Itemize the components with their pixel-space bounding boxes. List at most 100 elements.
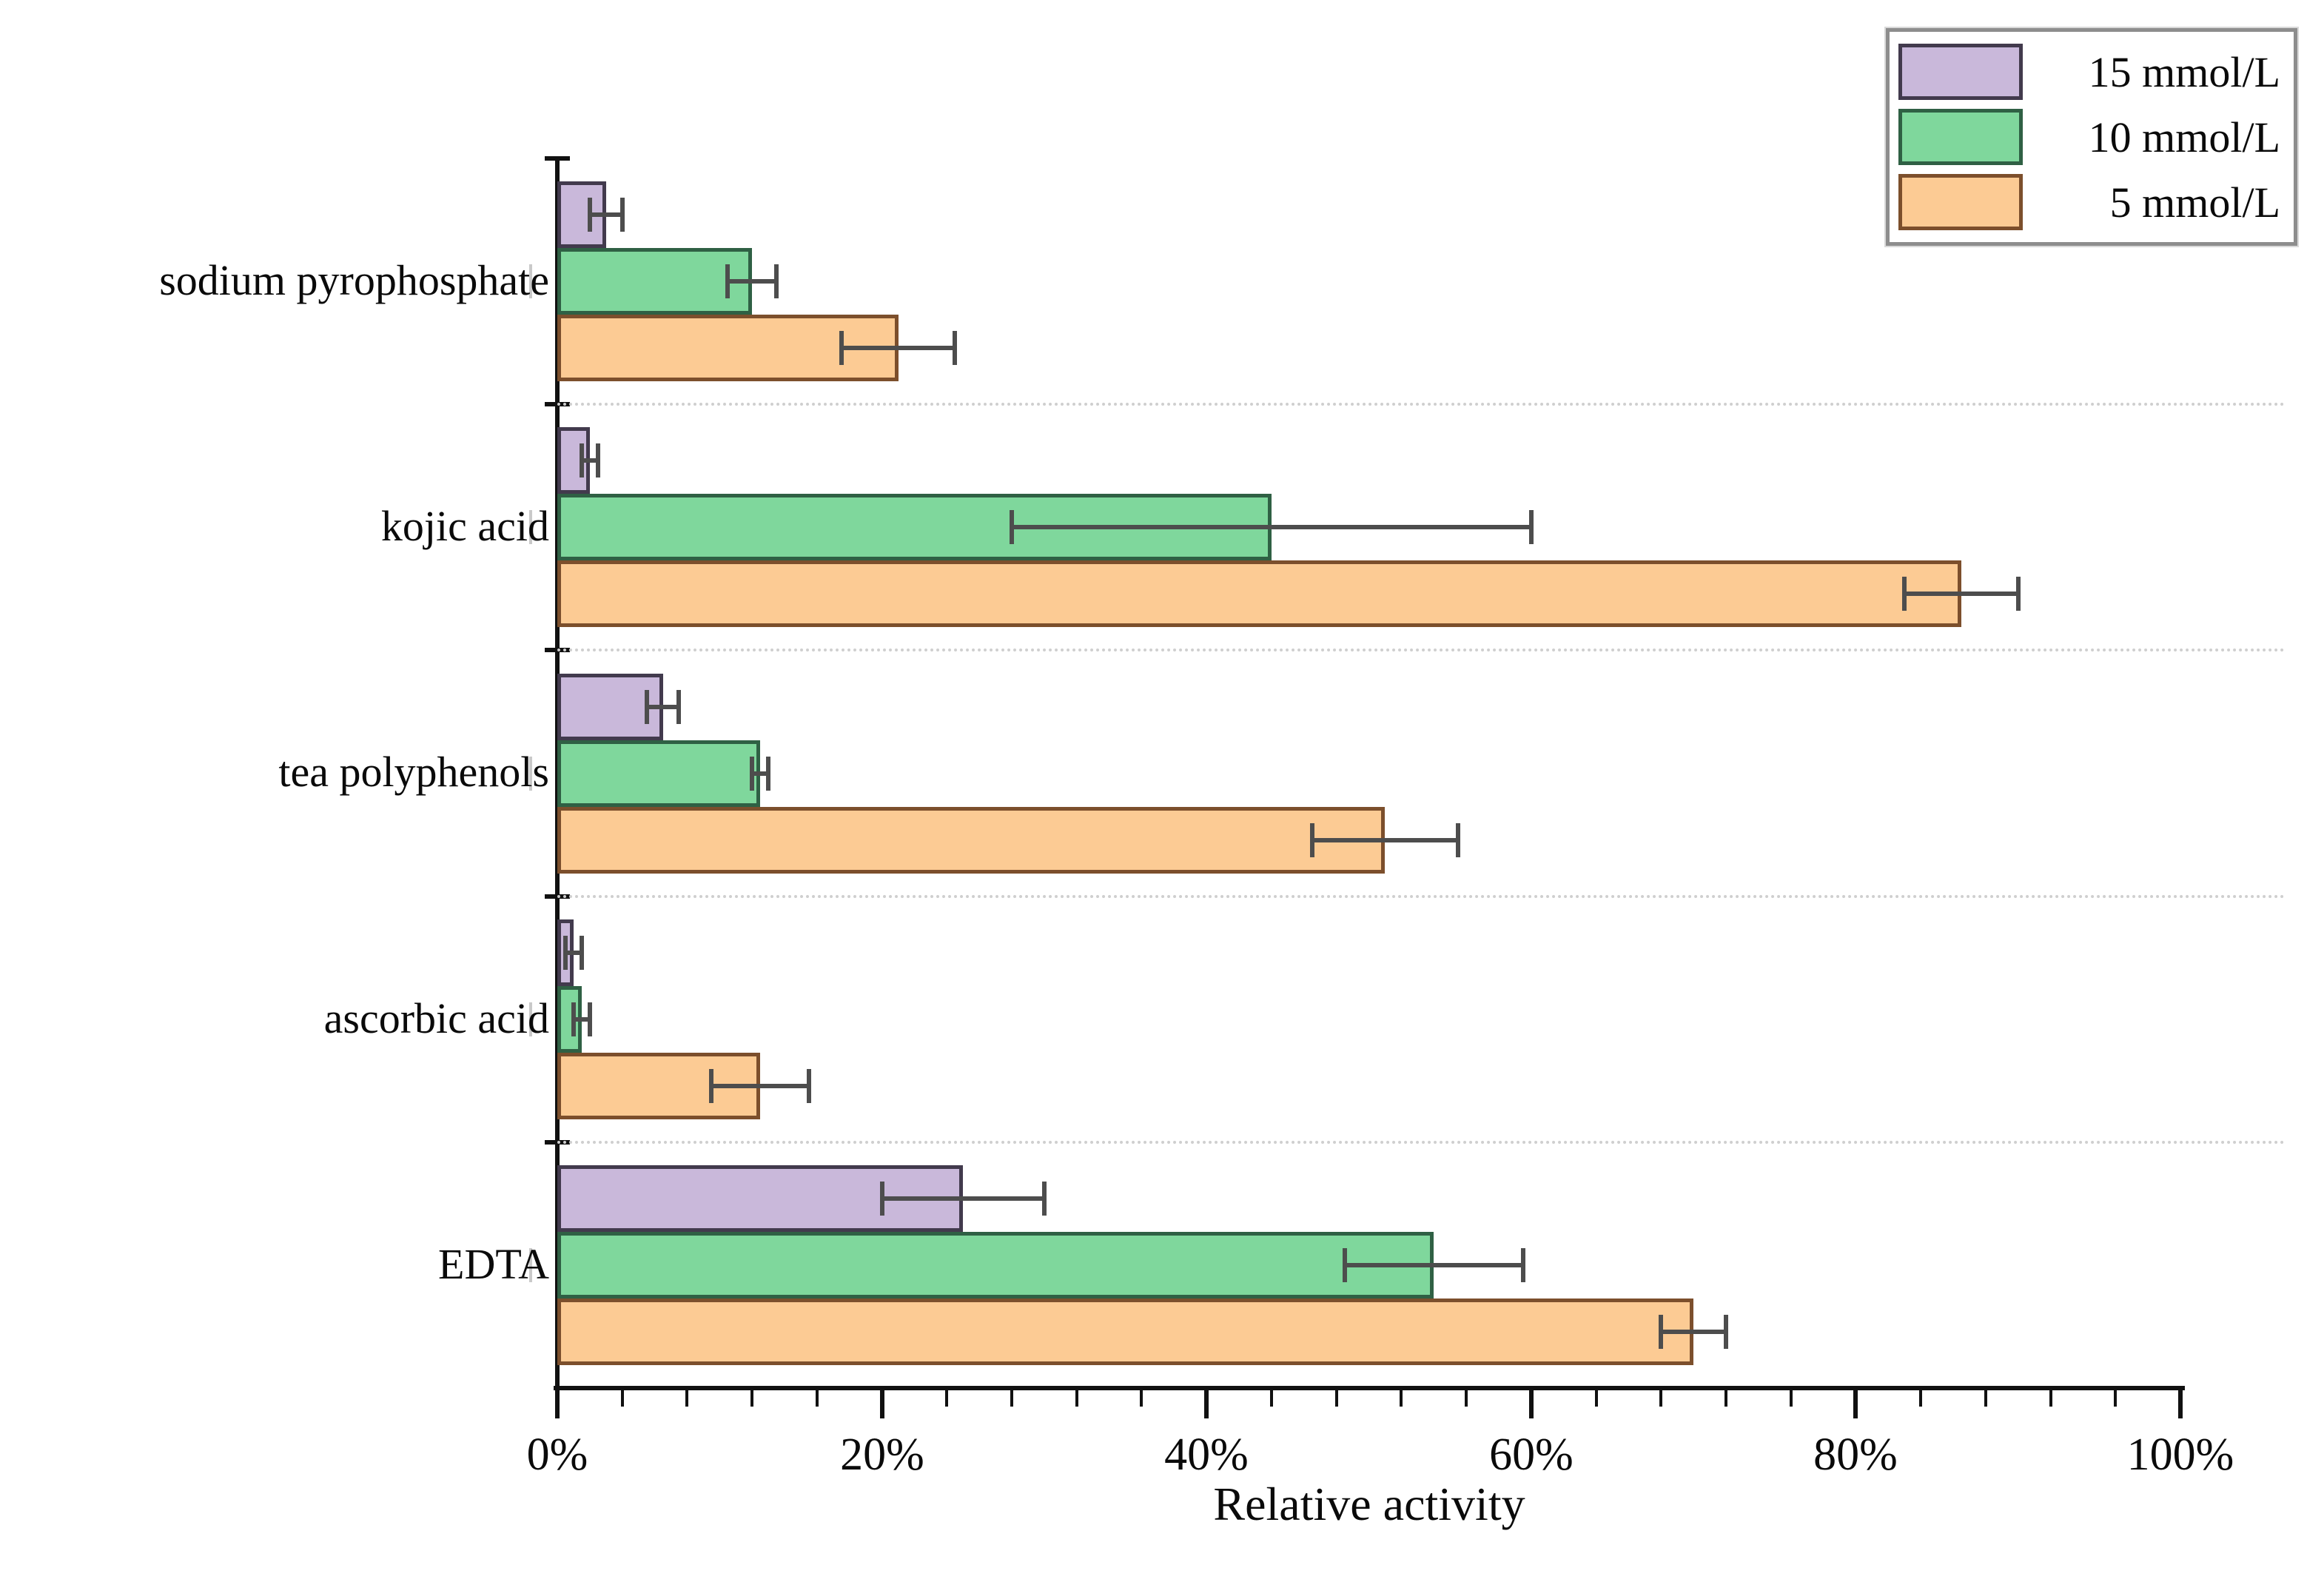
error-cap-right-kojic-acid-5mmol/L <box>2015 577 2021 611</box>
legend: 15 mmol/L 10 mmol/L 5 mmol/L <box>1884 27 2299 247</box>
x-minor-tick-68 <box>1659 1390 1663 1407</box>
legend-swatch-15mmol <box>1898 44 2023 100</box>
error-cap-left-tea-polyphenols-15mmol/L <box>644 689 649 724</box>
error-whisker-ascorbic-acid-10mmol/L <box>573 1016 590 1022</box>
x-tick-label-0: 0% <box>526 1430 588 1480</box>
bar-EDTA-10mmol/L <box>557 1231 1434 1299</box>
category-label-kojic-acid: kojic acid <box>380 502 549 551</box>
category-label-edta: EDTA <box>438 1240 549 1289</box>
x-minor-tick-44 <box>1269 1390 1273 1407</box>
error-cap-left-ascorbic-acid-10mmol/L <box>571 1002 576 1036</box>
legend-item-5mmol: 5 mmol/L <box>1898 170 2285 235</box>
category-center-tick-2 <box>529 756 532 791</box>
group-separator-gridline-3 <box>557 894 2286 898</box>
error-whisker-EDTA-15mmol/L <box>881 1196 1044 1201</box>
x-minor-tick-92 <box>2049 1390 2052 1407</box>
error-cap-left-ascorbic-acid-5mmol/L <box>709 1068 714 1103</box>
x-major-tick-40 <box>1204 1390 1209 1418</box>
legend-swatch-10mmol <box>1898 109 2023 165</box>
category-label-tea-polyphenols: tea polyphenols <box>278 748 549 797</box>
error-whisker-kojic-acid-10mmol/L <box>1012 525 1531 530</box>
x-tick-label-60: 60% <box>1489 1430 1574 1480</box>
x-minor-tick-36 <box>1140 1390 1143 1407</box>
error-whisker-tea-polyphenols-15mmol/L <box>646 704 679 709</box>
error-cap-right-tea-polyphenols-5mmol/L <box>1456 822 1461 857</box>
error-cap-left-sodium-pyrophosphate-5mmol/L <box>839 331 844 366</box>
error-whisker-EDTA-5mmol/L <box>1661 1329 1726 1334</box>
x-tick-label-40: 40% <box>1164 1430 1249 1480</box>
error-cap-left-kojic-acid-15mmol/L <box>579 443 584 478</box>
legend-item-15mmol: 15 mmol/L <box>1898 39 2285 104</box>
category-center-tick-1 <box>529 510 532 545</box>
x-major-tick-60 <box>1528 1390 1534 1418</box>
x-minor-tick-24 <box>945 1390 949 1407</box>
x-minor-tick-64 <box>1594 1390 1598 1407</box>
x-major-tick-20 <box>879 1390 884 1418</box>
error-whisker-ascorbic-acid-5mmol/L <box>711 1083 809 1088</box>
error-cap-left-EDTA-10mmol/L <box>1342 1247 1347 1282</box>
bar-tea-polyphenols-5mmol/L <box>557 806 1386 874</box>
legend-label-10mmol: 10 mmol/L <box>2088 113 2280 161</box>
x-minor-tick-28 <box>1010 1390 1014 1407</box>
x-minor-tick-12 <box>750 1390 754 1407</box>
error-cap-right-kojic-acid-15mmol/L <box>595 443 600 478</box>
error-cap-right-ascorbic-acid-10mmol/L <box>587 1002 592 1036</box>
x-minor-tick-84 <box>1919 1390 1923 1407</box>
x-minor-tick-4 <box>620 1390 624 1407</box>
x-minor-tick-48 <box>1334 1390 1338 1407</box>
error-cap-right-EDTA-10mmol/L <box>1520 1247 1525 1282</box>
legend-label-5mmol: 5 mmol/L <box>2109 178 2280 227</box>
error-cap-left-sodium-pyrophosphate-10mmol/L <box>725 264 731 299</box>
group-separator-gridline-1 <box>557 403 2286 406</box>
x-tick-label-80: 80% <box>1813 1430 1898 1480</box>
x-axis-title: Relative activity <box>1213 1478 1525 1530</box>
group-separator-gridline-2 <box>557 649 2286 652</box>
error-whisker-ascorbic-acid-15mmol/L <box>565 950 582 955</box>
error-whisker-kojic-acid-5mmol/L <box>1904 592 2018 597</box>
x-major-tick-0 <box>555 1390 560 1418</box>
category-center-tick-3 <box>529 1002 532 1036</box>
category-center-tick-0 <box>529 264 532 299</box>
x-major-tick-80 <box>1853 1390 1858 1418</box>
legend-item-10mmol: 10 mmol/L <box>1898 104 2285 170</box>
x-minor-tick-88 <box>1984 1390 1987 1407</box>
category-label-ascorbic-acid: ascorbic acid <box>323 994 549 1043</box>
error-whisker-kojic-acid-15mmol/L <box>581 458 598 463</box>
x-tick-label-20: 20% <box>840 1430 924 1480</box>
category-center-tick-4 <box>529 1247 532 1282</box>
error-cap-left-tea-polyphenols-5mmol/L <box>1309 822 1314 857</box>
error-cap-left-sodium-pyrophosphate-15mmol/L <box>587 198 592 232</box>
x-minor-tick-16 <box>815 1390 819 1407</box>
x-minor-tick-56 <box>1465 1390 1468 1407</box>
error-cap-left-ascorbic-acid-15mmol/L <box>562 935 568 970</box>
error-cap-right-tea-polyphenols-15mmol/L <box>676 689 682 724</box>
x-minor-tick-76 <box>1789 1390 1793 1407</box>
error-cap-right-tea-polyphenols-10mmol/L <box>766 756 771 791</box>
bar-sodium-pyrophosphate-10mmol/L <box>557 248 753 315</box>
x-minor-tick-52 <box>1400 1390 1403 1407</box>
y-boundary-tick-0 <box>545 156 570 161</box>
error-whisker-tea-polyphenols-10mmol/L <box>752 771 769 776</box>
error-whisker-sodium-pyrophosphate-5mmol/L <box>841 346 956 351</box>
bar-tea-polyphenols-10mmol/L <box>557 740 761 807</box>
error-cap-right-ascorbic-acid-15mmol/L <box>579 935 584 970</box>
error-cap-left-kojic-acid-10mmol/L <box>1010 510 1015 545</box>
bar-EDTA-5mmol/L <box>557 1298 1694 1365</box>
x-major-tick-100 <box>2178 1390 2183 1418</box>
group-separator-gridline-4 <box>557 1140 2286 1144</box>
x-tick-label-100: 100% <box>2126 1430 2234 1480</box>
error-cap-right-EDTA-15mmol/L <box>1041 1181 1047 1216</box>
error-whisker-tea-polyphenols-5mmol/L <box>1312 837 1459 842</box>
category-label-sodium-pyrophosphate: sodium pyrophosphate <box>159 256 549 305</box>
error-cap-right-EDTA-5mmol/L <box>1723 1314 1728 1349</box>
error-whisker-EDTA-10mmol/L <box>1344 1262 1523 1267</box>
legend-swatch-5mmol <box>1898 174 2023 230</box>
error-cap-right-ascorbic-acid-5mmol/L <box>806 1068 811 1103</box>
bar-kojic-acid-5mmol/L <box>557 560 1961 628</box>
error-cap-right-sodium-pyrophosphate-15mmol/L <box>619 198 625 232</box>
error-whisker-sodium-pyrophosphate-10mmol/L <box>728 279 777 284</box>
error-cap-left-EDTA-15mmol/L <box>879 1181 884 1216</box>
error-cap-left-tea-polyphenols-10mmol/L <box>750 756 755 791</box>
error-cap-right-sodium-pyrophosphate-10mmol/L <box>774 264 779 299</box>
